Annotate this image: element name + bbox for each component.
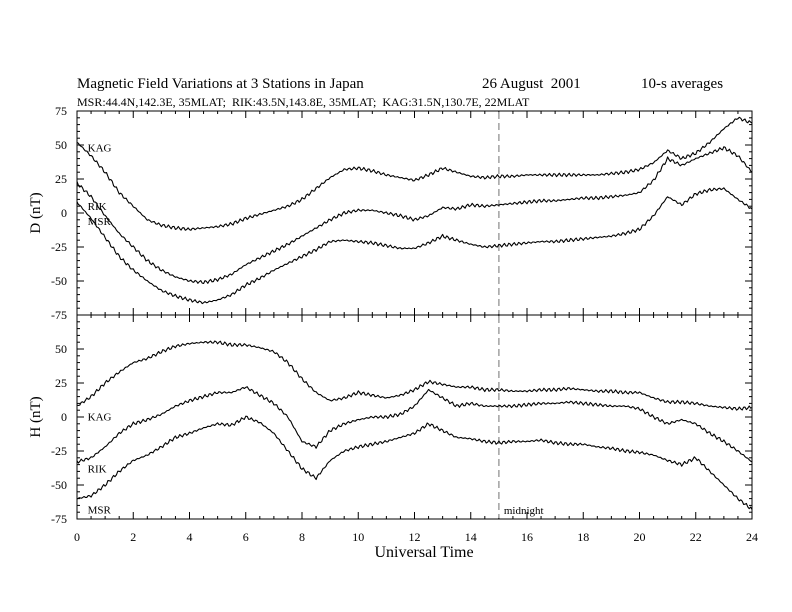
y-tick-label: 50 <box>55 138 67 152</box>
y-tick-label: -50 <box>51 478 67 492</box>
y-axis-label: H (nT) <box>28 396 44 437</box>
x-tick-label: 20 <box>634 530 646 544</box>
x-tick-label: 8 <box>299 530 305 544</box>
y-tick-label: 75 <box>55 104 67 118</box>
midnight-label: midnight <box>504 505 544 517</box>
x-tick-label: 12 <box>409 530 421 544</box>
series-msr <box>76 415 753 510</box>
x-tick-label: 18 <box>577 530 589 544</box>
panel-2: 50 25 0 -25 -50 -75 H (nT) KAG RIK MSR midnight <box>28 314 753 526</box>
x-tick-label: 24 <box>746 530 758 544</box>
series-kag <box>76 116 753 231</box>
x-axis-label: Universal Time <box>374 544 473 561</box>
y-tick-label: 0 <box>61 206 67 220</box>
panel-1: 75 50 25 0 -25 -50 -75 D (nT) KAG RIK MSR <box>28 104 753 322</box>
plot-panels: 75 50 25 0 -25 -50 -75 D (nT) KAG RIK MSR 50 25 0 -25 -… <box>28 104 758 544</box>
chart-date: 26 August 2001 <box>482 76 581 92</box>
series-label-rik: RIK <box>88 464 107 476</box>
y-tick-label: 25 <box>55 172 67 186</box>
y-tick-label: 50 <box>55 342 67 356</box>
series-label-msr: MSR <box>88 216 112 228</box>
x-tick-label: 4 <box>187 530 193 544</box>
series-label-kag: KAG <box>88 143 112 155</box>
y-tick-label: -50 <box>51 274 67 288</box>
series-label-rik: RIK <box>88 201 107 213</box>
y-tick-label: -75 <box>51 308 67 322</box>
chart-note: 10-s averages <box>641 76 723 92</box>
series-label-msr: MSR <box>88 504 112 516</box>
x-tick-label: 14 <box>465 530 477 544</box>
x-tick-label: 10 <box>352 530 364 544</box>
y-tick-label: 25 <box>55 376 67 390</box>
series-rik <box>76 146 753 285</box>
y-axis-label: D (nT) <box>28 192 44 233</box>
series-msr <box>76 187 753 305</box>
panel-frame <box>76 110 753 316</box>
series-rik <box>76 386 753 464</box>
x-tick-label: 2 <box>130 530 136 544</box>
y-tick-label: 0 <box>61 410 67 424</box>
chart-subtitle: MSR:44.4N,142.3E, 35MLAT; RIK:43.5N,143.… <box>77 95 530 109</box>
x-tick-label: 16 <box>521 530 533 544</box>
x-tick-label: 0 <box>74 530 80 544</box>
panel-frame <box>76 314 753 520</box>
y-tick-label: -25 <box>51 444 67 458</box>
y-tick-label: -75 <box>51 512 67 526</box>
chart-title: Magnetic Field Variations at 3 Stations … <box>77 76 364 92</box>
series-kag <box>76 340 753 411</box>
y-tick-label: -25 <box>51 240 67 254</box>
x-axis: 0 2 4 6 8 10 12 14 16 18 20 22 24 <box>74 530 758 544</box>
x-tick-label: 6 <box>243 530 249 544</box>
series-label-kag: KAG <box>88 411 112 423</box>
x-tick-label: 22 <box>690 530 702 544</box>
